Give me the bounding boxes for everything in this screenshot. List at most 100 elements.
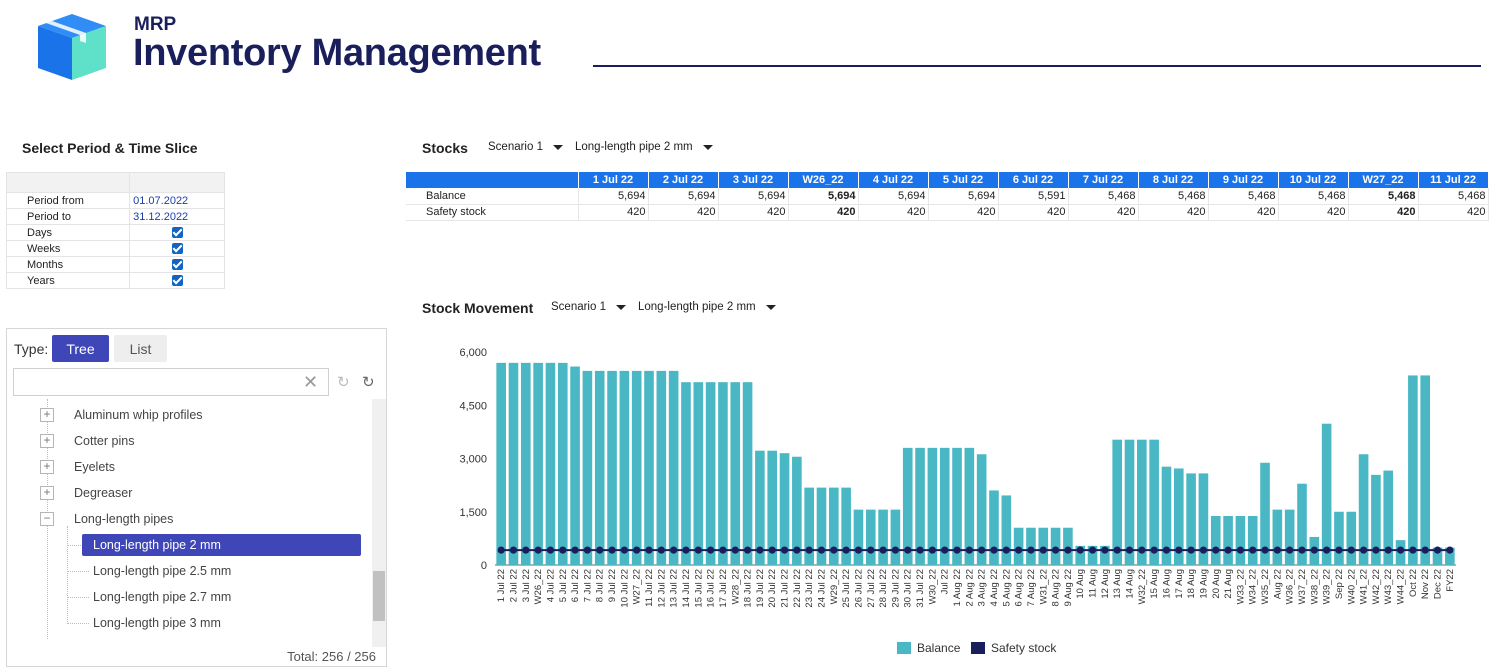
- tree-node[interactable]: Cotter pins: [74, 434, 135, 448]
- safety-stock-point[interactable]: [1076, 546, 1084, 554]
- legend-item-balance[interactable]: Balance: [897, 641, 960, 655]
- balance-bar[interactable]: [939, 447, 950, 565]
- tree-node-selected[interactable]: Long-length pipe 2 mm: [82, 534, 361, 556]
- safety-stock-point[interactable]: [1212, 546, 1220, 554]
- safety-stock-point[interactable]: [1113, 546, 1121, 554]
- safety-stock-point[interactable]: [1347, 546, 1355, 554]
- balance-bar[interactable]: [1223, 516, 1233, 565]
- safety-stock-point[interactable]: [657, 546, 665, 554]
- safety-stock-point[interactable]: [1323, 546, 1331, 554]
- balance-bar[interactable]: [1013, 527, 1024, 565]
- safety-stock-point[interactable]: [583, 546, 592, 554]
- balance-bar[interactable]: [705, 382, 716, 565]
- balance-bar[interactable]: [841, 487, 851, 565]
- balance-bar[interactable]: [964, 447, 975, 565]
- safety-stock-point[interactable]: [620, 546, 628, 554]
- stocks-scenario-dropdown[interactable]: Scenario 1: [488, 141, 563, 153]
- balance-bar[interactable]: [619, 370, 630, 565]
- balance-bar[interactable]: [1334, 511, 1344, 565]
- safety-stock-point[interactable]: [534, 546, 542, 554]
- expand-icon[interactable]: +: [40, 486, 54, 500]
- safety-stock-point[interactable]: [1273, 546, 1281, 554]
- safety-stock-point[interactable]: [1138, 546, 1146, 554]
- tree-view-button[interactable]: Tree: [52, 335, 109, 362]
- balance-bar[interactable]: [878, 509, 888, 565]
- balance-bar[interactable]: [1186, 473, 1196, 565]
- safety-stock-point[interactable]: [1088, 546, 1097, 554]
- years-checkbox[interactable]: [171, 275, 183, 287]
- safety-stock-point[interactable]: [756, 546, 764, 554]
- safety-stock-point[interactable]: [1249, 546, 1257, 554]
- expand-icon[interactable]: +: [40, 460, 54, 474]
- balance-bar[interactable]: [1210, 516, 1221, 565]
- clear-search-icon[interactable]: ✕: [303, 372, 319, 392]
- balance-bar[interactable]: [1432, 547, 1443, 565]
- safety-stock-point[interactable]: [928, 546, 936, 554]
- safety-stock-point[interactable]: [867, 546, 875, 554]
- safety-stock-point[interactable]: [1039, 546, 1047, 554]
- safety-stock-point[interactable]: [978, 546, 986, 554]
- safety-stock-point[interactable]: [854, 546, 863, 554]
- safety-stock-point[interactable]: [780, 546, 789, 554]
- balance-bar[interactable]: [1173, 468, 1184, 565]
- safety-stock-point[interactable]: [682, 546, 690, 554]
- balance-bar[interactable]: [1383, 470, 1394, 565]
- movement-scenario-dropdown[interactable]: Scenario 1: [551, 301, 626, 313]
- balance-bar[interactable]: [755, 450, 765, 565]
- safety-stock-point[interactable]: [1409, 546, 1417, 554]
- safety-stock-point[interactable]: [842, 546, 850, 554]
- safety-stock-point[interactable]: [707, 546, 715, 554]
- tree-node[interactable]: Long-length pipe 2.5 mm: [93, 564, 232, 578]
- balance-bar[interactable]: [681, 382, 691, 565]
- tree-node[interactable]: Long-length pipes: [74, 512, 174, 526]
- safety-stock-point[interactable]: [1421, 546, 1429, 554]
- balance-bar[interactable]: [1445, 547, 1455, 565]
- safety-stock-point[interactable]: [1359, 546, 1368, 554]
- balance-bar[interactable]: [656, 370, 667, 565]
- safety-stock-point[interactable]: [719, 546, 727, 554]
- safety-stock-point[interactable]: [694, 546, 702, 554]
- tree-node[interactable]: Eyelets: [74, 460, 115, 474]
- balance-bar[interactable]: [1235, 516, 1246, 565]
- safety-stock-point[interactable]: [497, 546, 505, 554]
- balance-bar[interactable]: [1137, 439, 1147, 565]
- days-checkbox[interactable]: [171, 227, 183, 239]
- collapse-icon[interactable]: −: [40, 512, 54, 526]
- balance-bar[interactable]: [1346, 511, 1357, 565]
- safety-stock-point[interactable]: [522, 546, 530, 554]
- list-view-button[interactable]: List: [114, 335, 167, 362]
- balance-bar[interactable]: [1026, 527, 1036, 565]
- safety-stock-point[interactable]: [1310, 546, 1318, 554]
- expand-icon[interactable]: +: [40, 434, 54, 448]
- balance-bar[interactable]: [1358, 454, 1369, 565]
- safety-stock-point[interactable]: [1446, 546, 1454, 554]
- safety-stock-point[interactable]: [1175, 546, 1183, 554]
- legend-item-safety-stock[interactable]: Safety stock: [971, 641, 1056, 655]
- safety-stock-point[interactable]: [1015, 546, 1023, 554]
- balance-bar[interactable]: [1161, 466, 1172, 565]
- safety-stock-point[interactable]: [571, 546, 579, 554]
- safety-stock-point[interactable]: [1384, 546, 1392, 554]
- balance-bar[interactable]: [742, 382, 753, 565]
- tree-node[interactable]: Long-length pipe 3 mm: [93, 616, 221, 630]
- balance-bar[interactable]: [1247, 516, 1258, 565]
- balance-bar[interactable]: [767, 450, 778, 565]
- safety-stock-point[interactable]: [805, 546, 813, 554]
- balance-bar[interactable]: [792, 456, 802, 565]
- balance-bar[interactable]: [804, 487, 814, 565]
- balance-bar[interactable]: [607, 370, 617, 565]
- balance-bar[interactable]: [976, 454, 987, 565]
- safety-stock-point[interactable]: [1335, 546, 1343, 554]
- safety-stock-point[interactable]: [1261, 546, 1269, 554]
- balance-bar[interactable]: [1087, 545, 1098, 565]
- tree-node[interactable]: Aluminum whip profiles: [74, 408, 203, 422]
- balance-bar[interactable]: [582, 370, 593, 565]
- safety-stock-point[interactable]: [904, 546, 912, 554]
- balance-bar[interactable]: [1001, 495, 1012, 565]
- safety-stock-point[interactable]: [916, 546, 924, 554]
- movement-product-dropdown[interactable]: Long-length pipe 2 mm: [638, 301, 776, 313]
- balance-bar[interactable]: [1321, 423, 1332, 565]
- safety-stock-point[interactable]: [1372, 546, 1380, 554]
- safety-stock-point[interactable]: [793, 546, 801, 554]
- balance-bar[interactable]: [853, 509, 864, 565]
